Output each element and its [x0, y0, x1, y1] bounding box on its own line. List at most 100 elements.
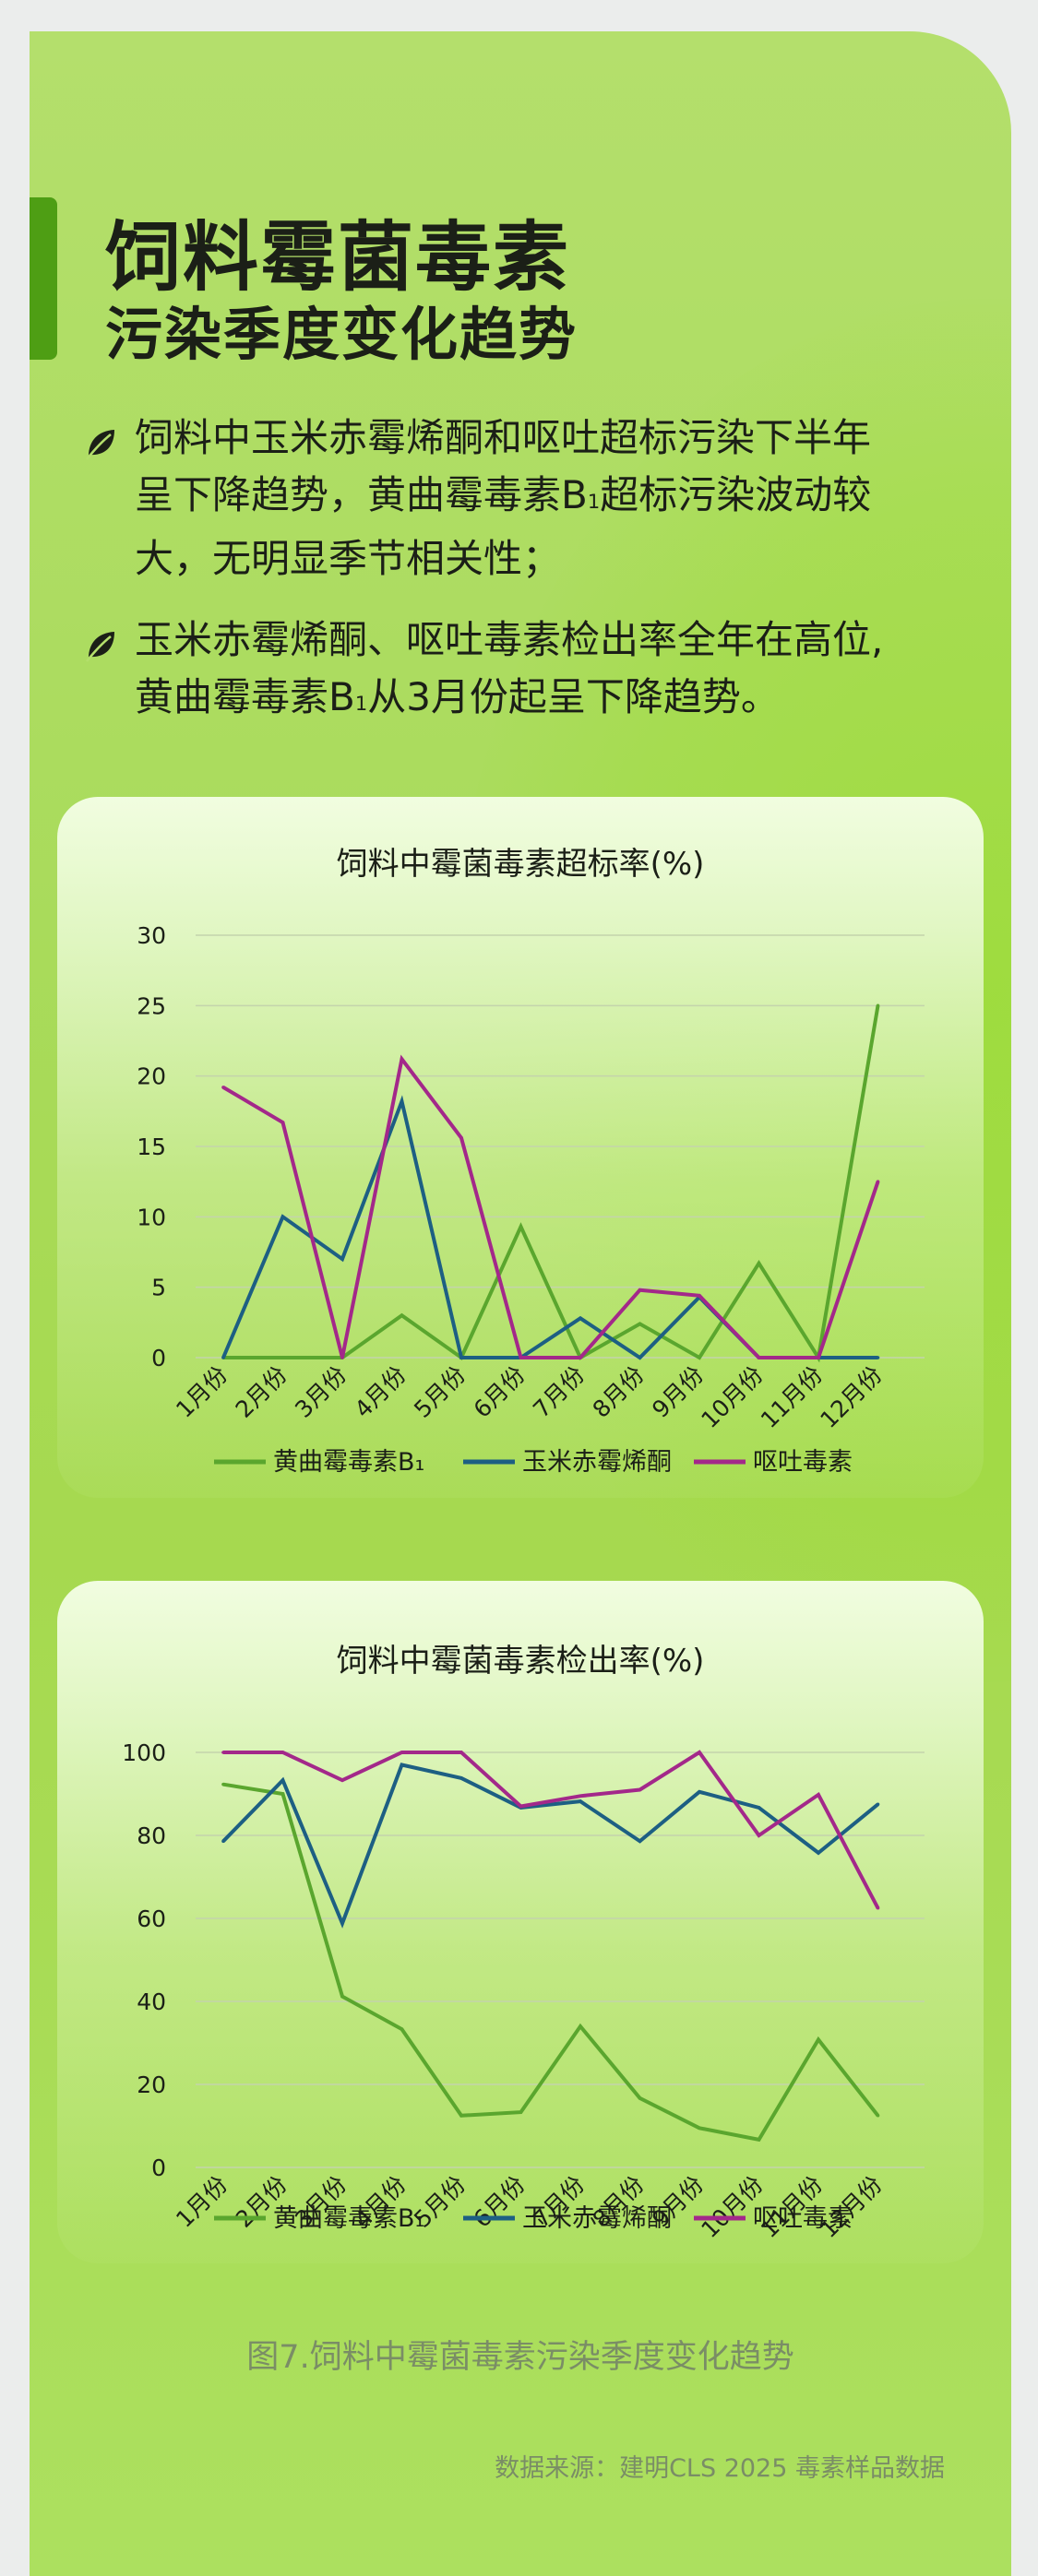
data-point — [400, 1763, 404, 1767]
data-point — [698, 1789, 701, 1794]
data-point — [817, 1851, 820, 1855]
data-point — [459, 2113, 463, 2118]
data-point — [817, 1356, 820, 1359]
figure-caption: 图7.饲料中霉菌毒素污染季度变化趋势 — [246, 2339, 794, 2376]
chart-exceed-rate: 饲料中霉菌毒素超标率(%) 0 5 10 15 20 25 30 1月份2月份3月份4月份5月份… — [137, 846, 925, 1477]
x-tick-label: 4月份 — [350, 1361, 412, 1423]
data-point — [221, 1751, 225, 1754]
series-line — [223, 1750, 880, 1909]
page-title: 饲料霉菌毒素 — [105, 214, 571, 302]
data-point — [221, 1356, 225, 1359]
y-tick-label: 0 — [151, 1345, 166, 1371]
data-point — [757, 2138, 761, 2142]
x-tick-label: 12月份 — [815, 1361, 887, 1433]
data-point — [579, 1316, 582, 1321]
data-point — [519, 2110, 523, 2114]
chart-card-exceed-rate: 饲料中霉菌毒素超标率(%) 0 5 10 15 20 25 30 1月份 2月份 3月份 4月份 5月份… — [57, 797, 984, 1498]
data-point — [698, 1751, 701, 1754]
y-tick-label: 20 — [137, 1063, 166, 1090]
x-tick-label: 1月份 — [171, 1361, 233, 1423]
data-point — [340, 1921, 344, 1926]
legend-label: 黄曲霉毒素B₁ — [273, 1448, 424, 1477]
x-tick-label: 7月份 — [528, 1361, 590, 1423]
data-point — [459, 1776, 463, 1780]
title-accent-bar — [30, 197, 57, 360]
data-point — [400, 1313, 404, 1317]
bullet-text: 玉米赤霉烯酮、呕吐毒素检出率全年在高位, — [135, 617, 884, 662]
subscript: 1 — [354, 693, 368, 715]
data-point — [698, 2126, 701, 2131]
data-point — [579, 2024, 582, 2028]
bullet-item: 玉米赤霉烯酮、呕吐毒素检出率全年在高位, 黄曲霉毒素B1从3月份起呈下降趋势。 — [57, 611, 1008, 732]
legend-label: 玉米赤霉烯酮 — [522, 2204, 672, 2233]
data-point — [280, 1751, 285, 1754]
x-tick-label: 6月份 — [469, 2171, 531, 2233]
y-tick-label: 5 — [151, 1275, 166, 1301]
data-point — [817, 1793, 820, 1797]
data-point — [876, 1905, 880, 1910]
data-point — [459, 1356, 463, 1359]
y-tick-label: 100 — [122, 1739, 166, 1766]
y-tick-label: 10 — [137, 1204, 166, 1230]
data-point — [757, 1356, 761, 1359]
bullet-text: 呈下降趋势，黄曲霉毒素B — [135, 472, 588, 517]
data-point — [638, 1322, 642, 1326]
bullet-text: 大，无明显季节相关性； — [135, 536, 562, 581]
x-tick-label: 2月份 — [231, 1361, 292, 1423]
data-point — [400, 1057, 404, 1062]
data-point — [638, 1356, 642, 1359]
series-line — [221, 1763, 879, 1929]
chart-title: 饲料中霉菌毒素检出率(%) — [337, 1643, 705, 1680]
series-line — [221, 1095, 878, 1360]
x-tick-label: 8月份 — [588, 1361, 650, 1423]
data-point — [340, 1356, 344, 1359]
data-point — [400, 1099, 404, 1103]
y-tick-label: 40 — [137, 1988, 166, 2015]
y-tick-label: 25 — [137, 992, 166, 1019]
data-point — [876, 1802, 880, 1807]
chart-detection-rate: 饲料中霉菌毒素检出率(%)0204060801001月份2月份3月份4月份5月份… — [122, 1643, 925, 2243]
y-tick-label: 20 — [137, 2071, 166, 2098]
leaf-icon — [83, 426, 118, 461]
series-line — [222, 1782, 880, 2143]
y-tick-label: 15 — [137, 1134, 166, 1160]
data-point — [638, 2096, 642, 2100]
legend-label: 玉米赤霉烯酮 — [522, 1448, 672, 1477]
page-subtitle: 污染季度变化趋势 — [105, 301, 579, 368]
data-point — [221, 1782, 225, 1787]
chart-card-detection-rate: 饲料中霉菌毒素检出率(%) 0 20 40 60 80 100 1月份 2月份 3月份 4月份 5月份… — [57, 1581, 984, 2263]
data-point — [638, 1787, 642, 1792]
data-point — [340, 1994, 344, 1999]
data-point — [698, 1356, 701, 1359]
data-point — [876, 2113, 880, 2118]
x-tick-label: 5月份 — [409, 1361, 471, 1423]
data-point — [221, 1839, 225, 1844]
leaf-icon — [83, 628, 118, 663]
data-point — [519, 1804, 523, 1809]
bullet-text: 饲料中玉米赤霉烯酮和呕吐超标污染下半年 — [135, 415, 872, 460]
data-point — [757, 1806, 761, 1810]
series-line — [223, 1004, 880, 1363]
legend-label: 呕吐毒素 — [753, 1448, 853, 1477]
data-point — [519, 1225, 523, 1229]
x-tick-label: 11月份 — [756, 1361, 828, 1433]
legend-label: 黄曲霉毒素B₁ — [273, 2204, 424, 2233]
bullet-text: 超标污染波动较 — [600, 472, 872, 517]
data-point — [340, 1257, 344, 1261]
x-tick-label: 1月份 — [171, 2171, 233, 2233]
data-point — [280, 1778, 285, 1782]
data-point — [817, 2037, 820, 2042]
bullet-item: 饲料中玉米赤霉烯酮和呕吐超标污染下半年 呈下降趋势，黄曲霉毒素B1超标污染波动较… — [57, 410, 1008, 588]
legend-label: 呕吐毒素 — [753, 2204, 853, 2233]
data-point — [876, 1180, 880, 1183]
bullet-text: 黄曲霉毒素B — [135, 674, 355, 719]
data-point — [340, 1778, 344, 1782]
x-tick-label: 3月份 — [290, 1361, 352, 1423]
chart-title: 饲料中霉菌毒素超标率(%) — [337, 846, 705, 883]
data-point — [221, 1086, 225, 1089]
x-tick-label: 6月份 — [469, 1361, 531, 1423]
data-point — [757, 1834, 761, 1837]
data-point — [638, 1288, 642, 1292]
subscript: 1 — [587, 491, 601, 513]
y-tick-label: 0 — [151, 2155, 166, 2181]
